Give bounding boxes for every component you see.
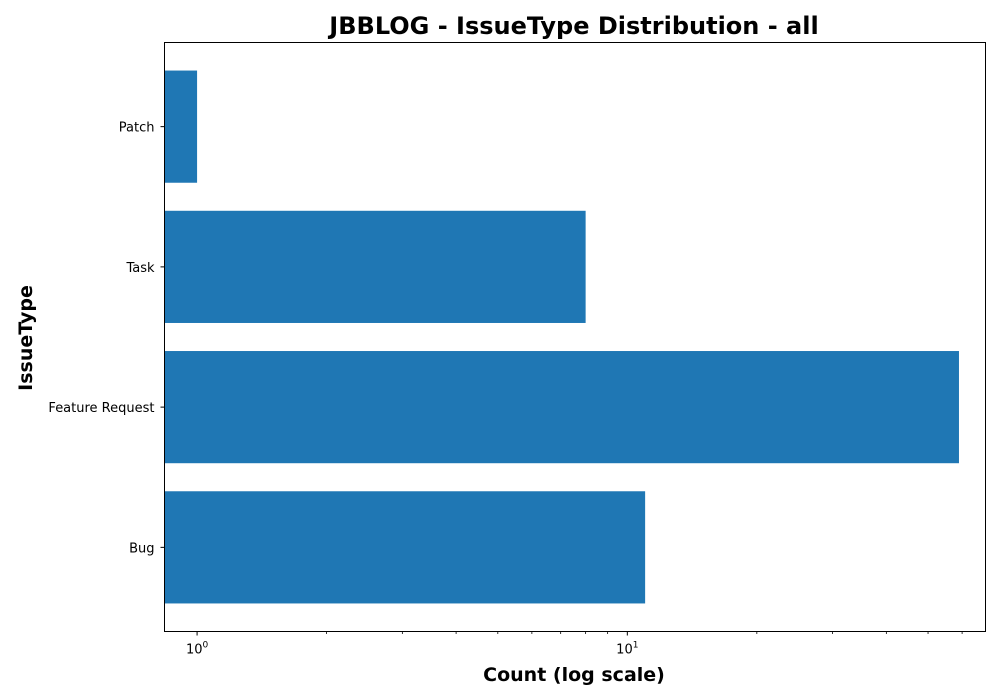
y-axis-label: IssueType — [15, 285, 37, 391]
plot-area — [164, 70, 959, 604]
bar-feature-request — [164, 351, 959, 464]
bar-task — [164, 210, 586, 323]
x-tick-label: 101 — [616, 641, 638, 658]
chart-title: JBBLOG - IssueType Distribution - all — [327, 12, 818, 40]
bar-patch — [164, 70, 198, 183]
x-tick-label: 100 — [186, 641, 209, 658]
y-tick-label: Bug — [129, 541, 154, 556]
y-axis: Bug Feature Request Task Patch — [48, 121, 165, 556]
y-tick-label: Task — [125, 261, 155, 276]
bar-bug — [164, 491, 646, 604]
x-axis-label: Count (log scale) — [483, 664, 665, 686]
y-tick-label: Feature Request — [48, 401, 154, 416]
x-axis: 100 101 — [186, 631, 963, 658]
y-tick-label: Patch — [119, 121, 155, 136]
plot-frame — [164, 42, 986, 632]
